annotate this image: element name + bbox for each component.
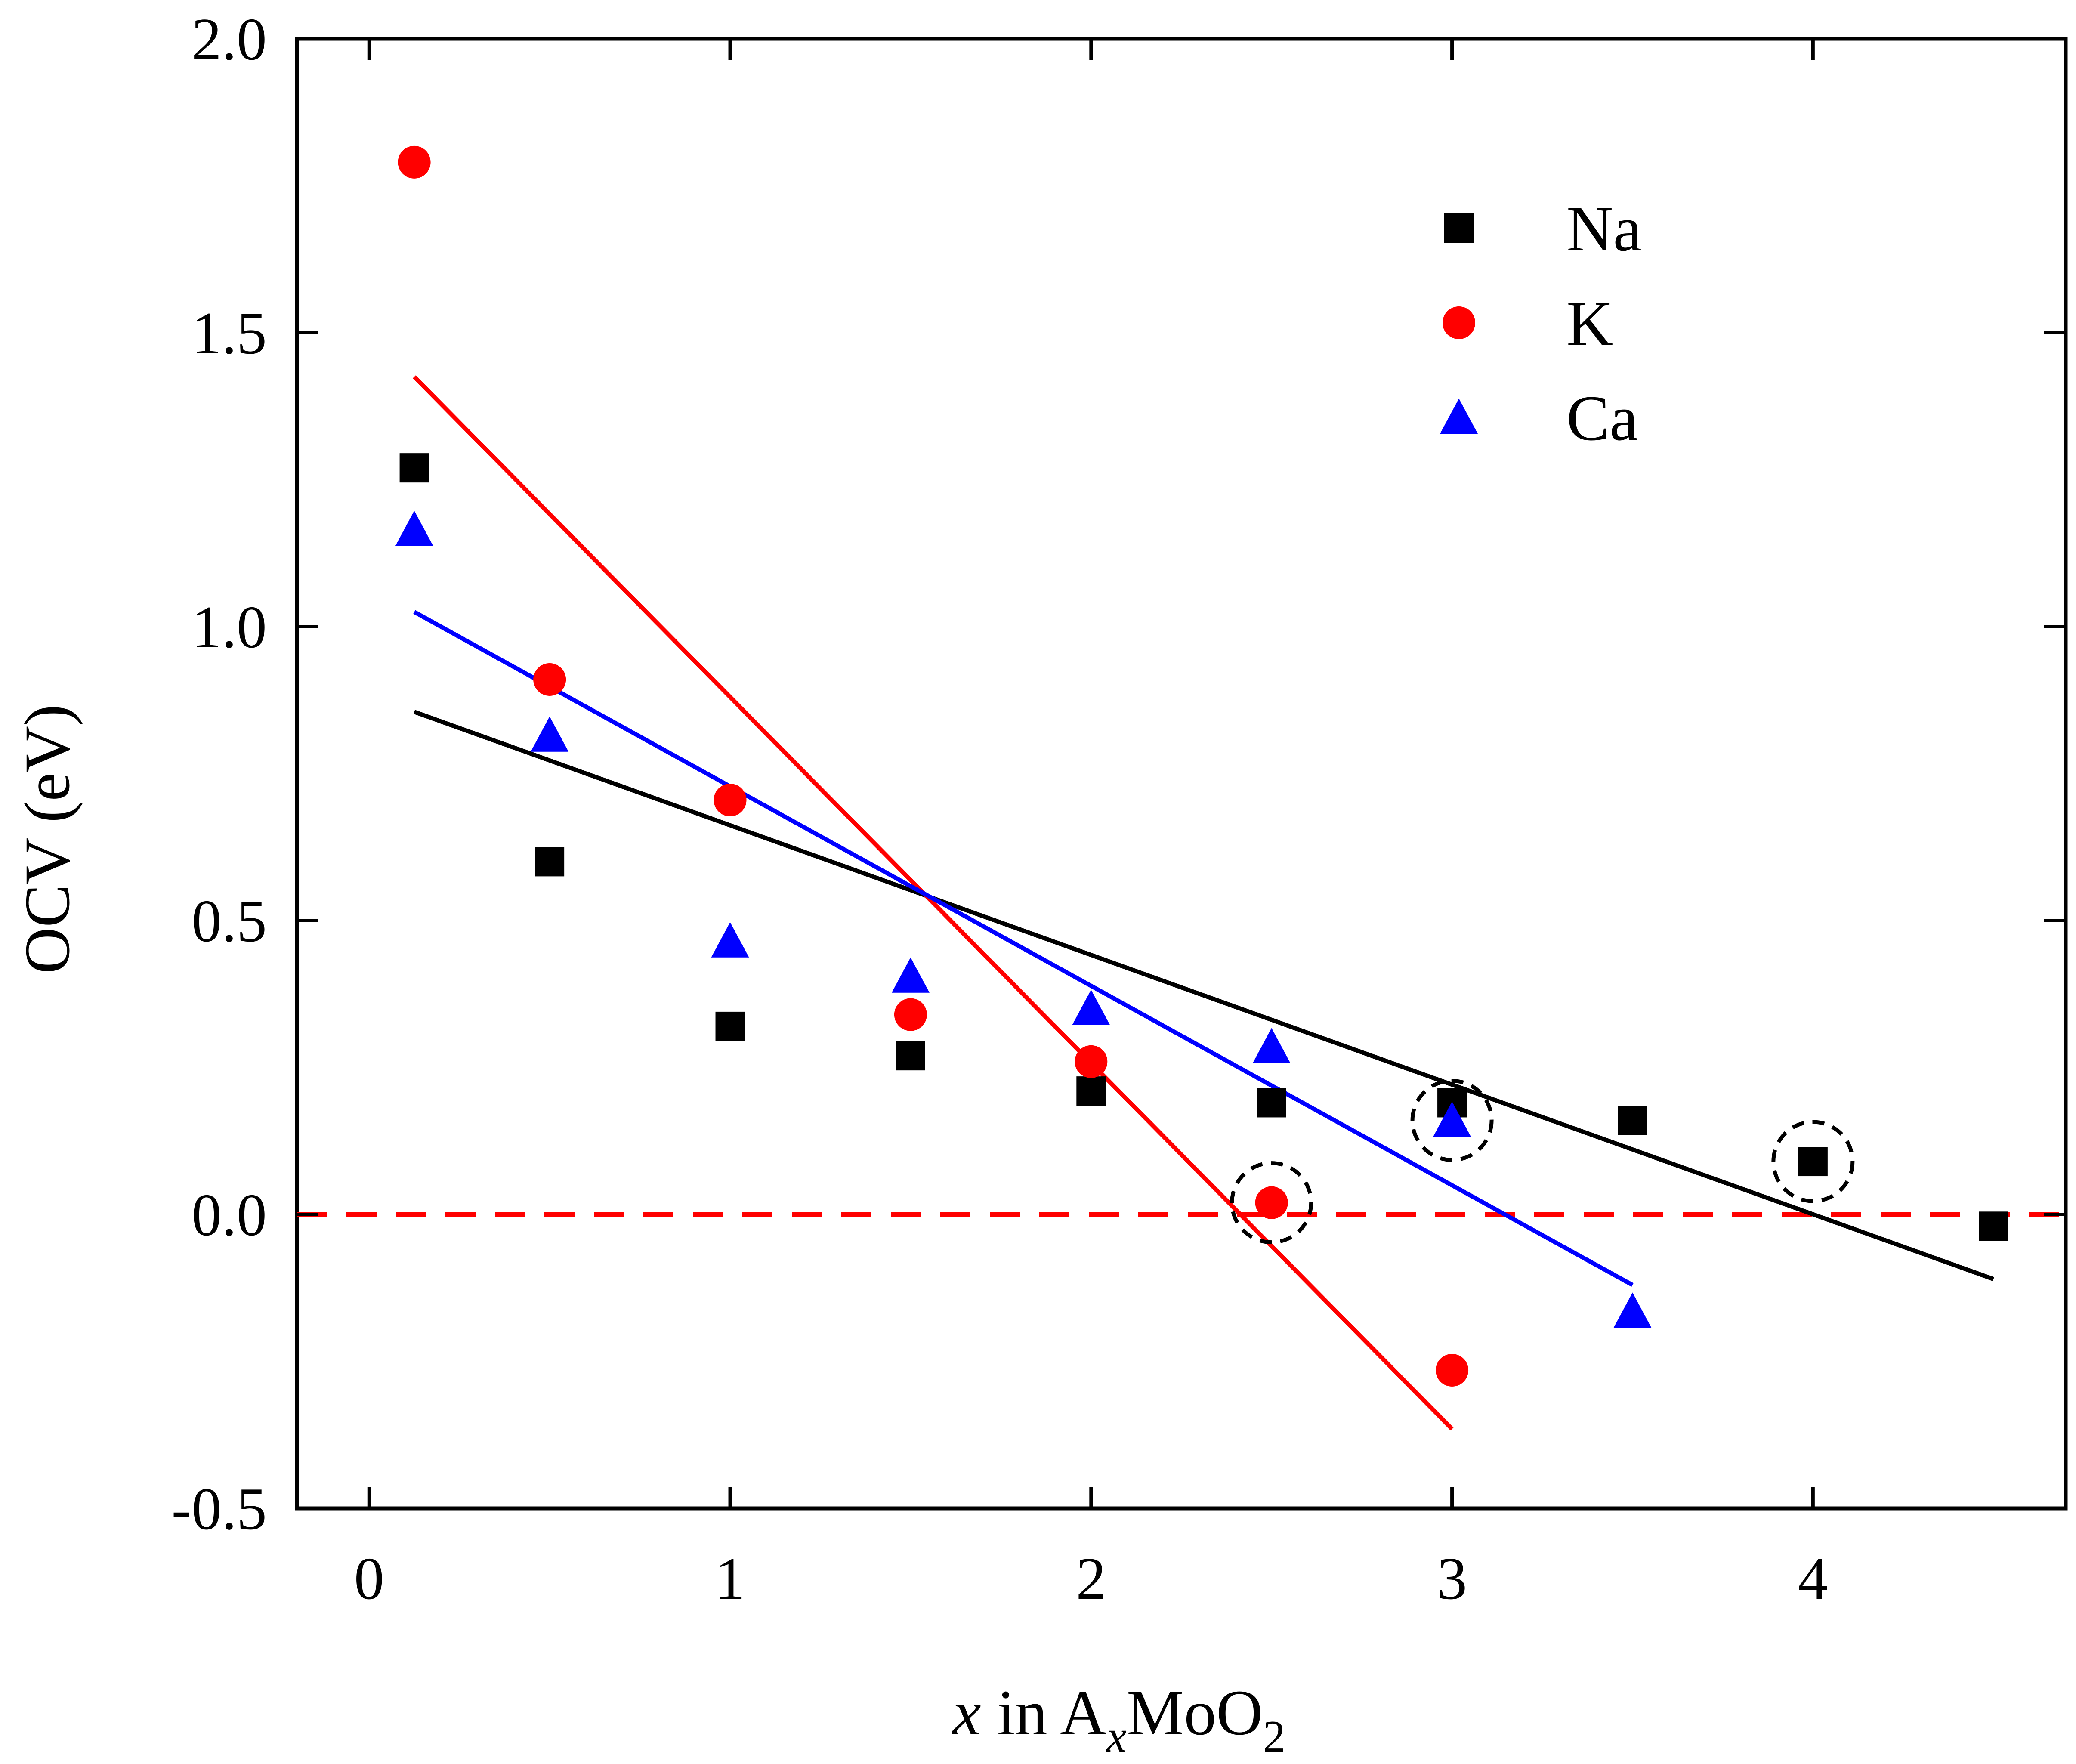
data-point-k [714,783,747,816]
y-tick-label: 1.5 [192,300,267,367]
data-point-k [398,145,431,179]
data-point-ca [891,957,930,993]
fit-line-k [413,375,1454,1431]
legend-marker-ca [1440,399,1478,434]
data-point-k [1075,1045,1108,1078]
legend-marker-na [1444,213,1474,243]
y-tick-label: 2.0 [192,6,267,73]
data-point-na [1076,1076,1106,1106]
highlight-circle [1230,1161,1313,1245]
ticks-layer: 0 1 2 3 4 -0.5 0.0 0.5 1.0 1.5 2.0 [171,6,2066,1612]
legend: Na K Ca [1440,193,1642,454]
fit-line-ca [413,610,1634,1287]
y-tick-label: 0.5 [192,888,267,955]
legend-label-na: Na [1566,193,1642,265]
y-axis-label: OCV (eV) [12,704,83,974]
x-tick-label: 2 [1076,1545,1106,1612]
data-point-na [1979,1211,2008,1241]
data-point-k [894,998,927,1031]
x-tick-label: 0 [354,1545,384,1612]
x-axis-label-sub1: x [1106,1711,1127,1761]
x-axis-label-var: x [952,1677,981,1749]
highlight-circle [1410,1078,1494,1162]
data-point-na [399,453,429,483]
data-markers-layer [395,145,2008,1387]
legend-label-k: K [1566,288,1613,359]
x-tick-label: 3 [1437,1545,1467,1612]
data-point-k [1436,1353,1469,1387]
x-tick-label: 4 [1798,1545,1828,1612]
data-point-ca [1613,1292,1652,1328]
plot-area [295,37,2068,1511]
fit-line-na [413,710,1994,1281]
legend-label-ca: Ca [1566,383,1638,454]
data-point-ca [395,510,433,546]
data-point-k [533,663,566,696]
x-axis-label-sub2: 2 [1263,1711,1286,1761]
x-tick-label: 1 [715,1545,745,1612]
y-tick-label: -0.5 [171,1476,267,1542]
highlight-circles-layer [1230,1078,1855,1245]
data-point-ca [531,716,569,752]
data-point-ca [1252,1028,1291,1063]
data-point-na [1257,1088,1286,1118]
data-point-ca [711,922,749,958]
x-axis-label-formula: MoO [1127,1677,1263,1749]
data-point-ca [1072,989,1110,1025]
y-tick-label: 1.0 [192,594,267,661]
highlight-circle [1771,1120,1855,1203]
x-axis-label-mid: in A [981,1677,1107,1749]
data-point-na [896,1041,925,1071]
data-point-na [1798,1147,1828,1177]
plot-frame [295,37,2068,1511]
data-point-na [1618,1106,1647,1135]
data-point-na [715,1011,745,1041]
data-point-na [535,847,565,877]
fit-lines-layer [413,375,1994,1431]
legend-marker-k [1443,306,1475,339]
data-point-ca [1433,1101,1471,1137]
data-point-k [1255,1186,1288,1219]
y-tick-label: 0.0 [192,1182,267,1248]
x-axis-label: x in AxMoO2 [952,1677,1285,1761]
